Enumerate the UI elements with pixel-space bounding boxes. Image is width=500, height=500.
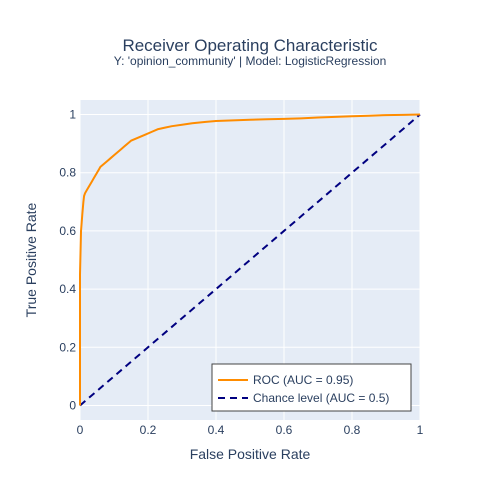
x-tick-label: 0.8: [344, 423, 361, 437]
y-axis-label: True Positive Rate: [23, 202, 39, 317]
y-tick-label: 0: [69, 398, 76, 412]
roc-curve: [79, 113, 421, 406]
y-tick-label: 0.4: [59, 282, 76, 296]
y-tick-label: 0.2: [59, 340, 76, 354]
x-tick-label: 0.6: [276, 423, 293, 437]
x-tick-label: 0.4: [208, 423, 225, 437]
y-tick-label: 0.6: [59, 224, 76, 238]
chart-subtitle: Y: 'opinion_community' | Model: Logistic…: [114, 54, 387, 68]
chart-title: Receiver Operating Characteristic: [122, 36, 378, 55]
x-axis-label: False Positive Rate: [190, 446, 311, 462]
legend-label-chance: Chance level (AUC = 0.5): [253, 391, 389, 405]
y-tick-label: 0.8: [59, 166, 76, 180]
legend-label-roc: ROC (AUC = 0.95): [253, 373, 353, 387]
chance-level-line: [79, 113, 421, 407]
y-axis-ticks: 0 0.2 0.4 0.6 0.8 1: [59, 108, 76, 413]
x-axis-ticks: 0 0.2 0.4 0.6 0.8 1: [77, 423, 424, 437]
series-layer: [79, 113, 421, 407]
x-tick-label: 1: [417, 423, 424, 437]
legend-box: [211, 363, 412, 412]
x-tick-label: 0: [77, 423, 84, 437]
x-tick-label: 0.2: [140, 423, 157, 437]
y-tick-label: 1: [69, 108, 76, 122]
legend: ROC (AUC = 0.95) Chance level (AUC = 0.5…: [211, 363, 412, 412]
